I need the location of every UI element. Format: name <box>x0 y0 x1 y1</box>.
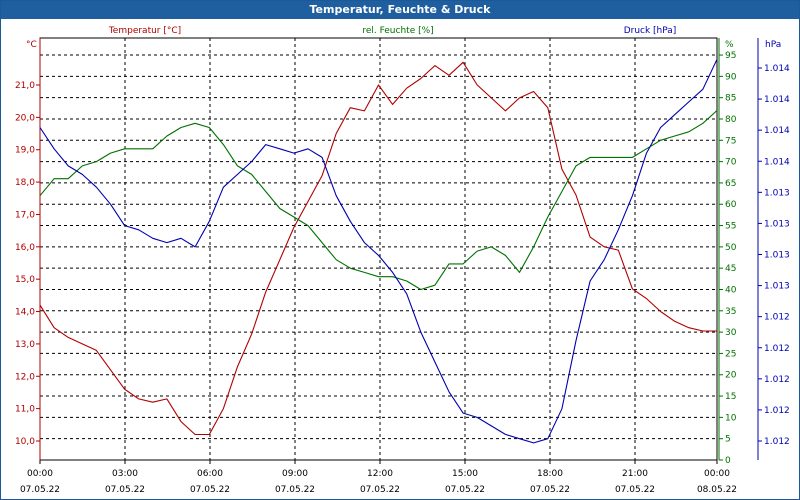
tick-label-x-time: 03:00 <box>112 469 138 479</box>
tick-label-x-date: 07.05.22 <box>275 485 315 495</box>
tick-label-right: 1.012 <box>764 344 790 354</box>
chart-title: Temperatur, Feuchte & Druck <box>1 1 799 19</box>
tick-label-middle: 25 <box>725 349 736 359</box>
tick-label-left: 20,0 <box>15 113 35 123</box>
tick-label-middle: 5 <box>725 435 731 445</box>
tick-label-middle: 15 <box>725 392 736 402</box>
tick-label-right: 1.014 <box>764 64 790 74</box>
tick-label-left: 21,0 <box>15 81 35 91</box>
series-layer <box>39 59 718 444</box>
tick-label-x-date: 07.05.22 <box>20 485 60 495</box>
tick-label-middle: 85 <box>725 94 736 104</box>
tick-label-x-date: 07.05.22 <box>190 485 230 495</box>
tick-label-middle: 20 <box>725 371 737 381</box>
tick-label-middle: 45 <box>725 264 736 274</box>
tick-label-right: 1.012 <box>764 437 790 447</box>
series-humidity-line <box>39 110 718 291</box>
tick-label-left: 10,0 <box>15 437 35 447</box>
tick-label-x-time: 18:00 <box>537 469 563 479</box>
tick-label-left: 12,0 <box>15 372 35 382</box>
tick-label-left: 15,0 <box>15 275 35 285</box>
tick-label-middle: 65 <box>725 179 736 189</box>
tick-label-x-date: 07.05.22 <box>360 485 400 495</box>
tick-label-x-time: 15:00 <box>452 469 478 479</box>
tick-label-x-date: 07.05.22 <box>445 485 485 495</box>
axis-header-right: Druck [hPa] <box>624 26 677 36</box>
tick-label-right: 1.012 <box>764 375 790 385</box>
tick-label-x-time: 00:00 <box>27 469 53 479</box>
tick-label-x-date: 07.05.22 <box>105 485 145 495</box>
tick-label-x-date: 07.05.22 <box>615 485 655 495</box>
tick-label-left: 13,0 <box>15 340 35 350</box>
tick-labels: 10,0 11,0 12,0 13,0 14,0 15,0 16,0 17,0 18,0 19,0… <box>15 26 790 495</box>
axes <box>36 38 762 464</box>
series-pressure-line <box>39 59 718 444</box>
tick-label-left: 11,0 <box>15 405 35 415</box>
tick-label-middle: 0 <box>725 456 731 466</box>
tick-label-right: 1.013 <box>764 219 790 229</box>
axis-unit-left: °C <box>26 40 37 50</box>
tick-label-middle: 35 <box>725 307 736 317</box>
tick-label-x-time: 06:00 <box>197 469 223 479</box>
tick-label-middle: 70 <box>725 158 737 168</box>
axis-header-middle: rel. Feuchte [%] <box>362 26 433 36</box>
tick-label-left: 17,0 <box>15 210 35 220</box>
tick-label-right: 1.013 <box>764 282 790 292</box>
tick-label-middle: 60 <box>725 200 737 210</box>
axis-header-left: Temperatur [°C] <box>108 26 181 36</box>
tick-label-right: 1.014 <box>764 126 790 136</box>
tick-label-x-time: 09:00 <box>282 469 308 479</box>
tick-label-right: 1.012 <box>764 313 790 323</box>
tick-label-middle: 80 <box>725 115 737 125</box>
tick-label-left: 16,0 <box>15 243 35 253</box>
tick-label-right: 1.012 <box>764 406 790 416</box>
tick-label-middle: 40 <box>725 285 737 295</box>
tick-label-middle: 90 <box>725 72 737 82</box>
tick-label-middle: 95 <box>725 51 736 61</box>
tick-label-middle: 10 <box>725 413 737 423</box>
tick-label-middle: 55 <box>725 222 736 232</box>
tick-label-right: 1.013 <box>764 251 790 261</box>
tick-label-left: 19,0 <box>15 146 35 156</box>
axis-unit-right: hPa <box>765 40 781 50</box>
tick-label-middle: 30 <box>725 328 737 338</box>
tick-label-x-time: 21:00 <box>622 469 648 479</box>
tick-label-left: 14,0 <box>15 308 35 318</box>
tick-label-right: 1.013 <box>764 188 790 198</box>
tick-label-x-date: 07.05.22 <box>530 485 570 495</box>
tick-label-x-date: 08.05.22 <box>697 485 737 495</box>
tick-label-left: 18,0 <box>15 178 35 188</box>
tick-label-middle: 75 <box>725 136 736 146</box>
tick-label-x-time: 12:00 <box>367 469 393 479</box>
axis-unit-middle: % <box>725 40 734 50</box>
tick-label-x-time: 00:00 <box>704 469 730 479</box>
tick-label-middle: 50 <box>725 243 737 253</box>
tick-label-right: 1.014 <box>764 95 790 105</box>
series-temperature-line <box>39 61 717 436</box>
grid-lines <box>39 37 718 461</box>
tick-label-right: 1.014 <box>764 157 790 167</box>
